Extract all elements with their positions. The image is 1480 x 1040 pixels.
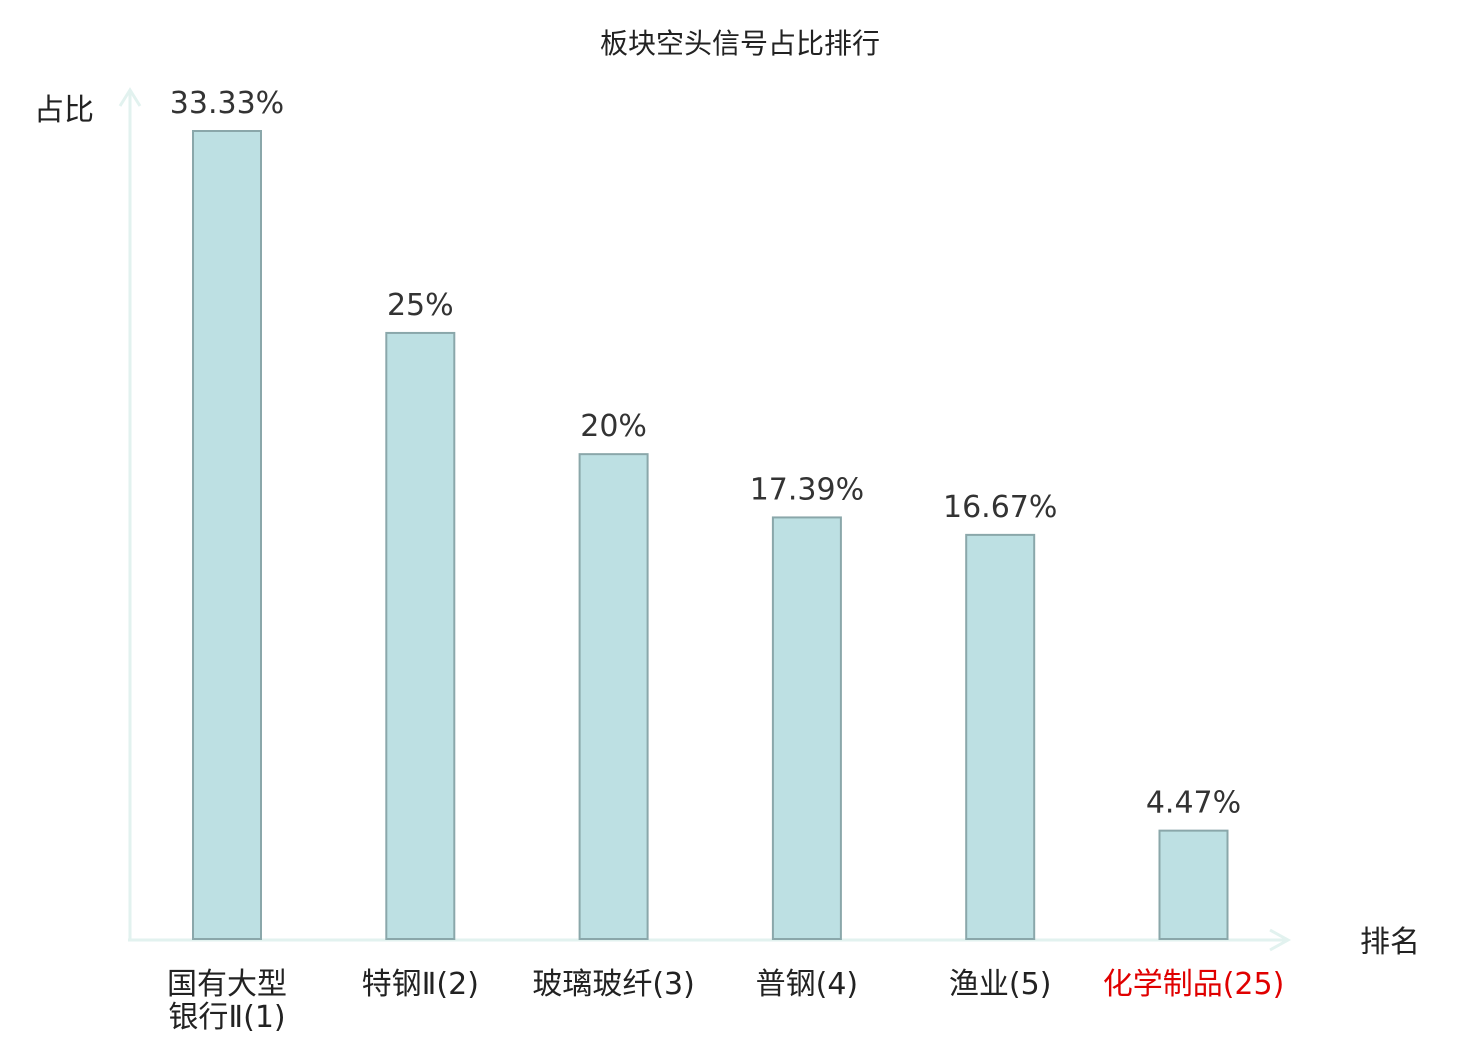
x-axis-label: 排名 [1360, 925, 1420, 960]
x-tick-label-line: 特钢Ⅱ(2) [362, 967, 479, 1002]
bar-2 [385, 331, 456, 940]
x-tick-label-2: 特钢Ⅱ(2) [362, 967, 479, 1002]
x-tick-label-3: 玻璃玻纤(3) [532, 967, 695, 1002]
bar-3 [578, 453, 649, 940]
x-tick-label-line: 玻璃玻纤(3) [532, 967, 695, 1002]
bar-6 [1158, 829, 1229, 940]
value-label-5: 16.67% [943, 490, 1057, 525]
value-label-4: 17.39% [750, 472, 864, 507]
value-label-3: 20% [580, 409, 647, 444]
value-label-6: 4.47% [1146, 786, 1241, 821]
x-tick-label-line: 渔业(5) [949, 967, 1052, 1002]
x-tick-label-1: 国有大型银行Ⅱ(1) [167, 967, 287, 1035]
x-tick-label-4: 普钢(4) [756, 967, 859, 1002]
value-label-2: 25% [387, 288, 454, 323]
bar-5 [965, 533, 1036, 940]
chart-title: 板块空头信号占比排行 [600, 27, 880, 60]
value-labels: 33.33% 25% 20% 17.39% 16.67% 4.47% [170, 86, 1241, 821]
y-axis-label: 占比 [34, 93, 94, 128]
bar-1 [192, 130, 262, 940]
bars [192, 130, 1229, 940]
value-label-1: 33.33% [170, 86, 284, 121]
x-tick-label-line: 普钢(4) [756, 967, 859, 1002]
x-axis-arrow [1269, 928, 1292, 952]
y-axis-arrow [118, 87, 142, 107]
x-tick-label-line: 化学制品(25) [1103, 967, 1285, 1002]
axes [118, 87, 1292, 952]
x-tick-label-line: 银行Ⅱ(1) [168, 1000, 285, 1035]
x-tick-label-line: 国有大型 [167, 967, 287, 1002]
x-tick-label-6: 化学制品(25) [1103, 967, 1285, 1002]
x-tick-labels: 国有大型银行Ⅱ(1) 特钢Ⅱ(2) 玻璃玻纤(3) 普钢(4) 渔业(5) 化学制品(25… [167, 967, 1284, 1035]
bar-4 [771, 516, 842, 940]
x-tick-label-5: 渔业(5) [949, 967, 1052, 1002]
